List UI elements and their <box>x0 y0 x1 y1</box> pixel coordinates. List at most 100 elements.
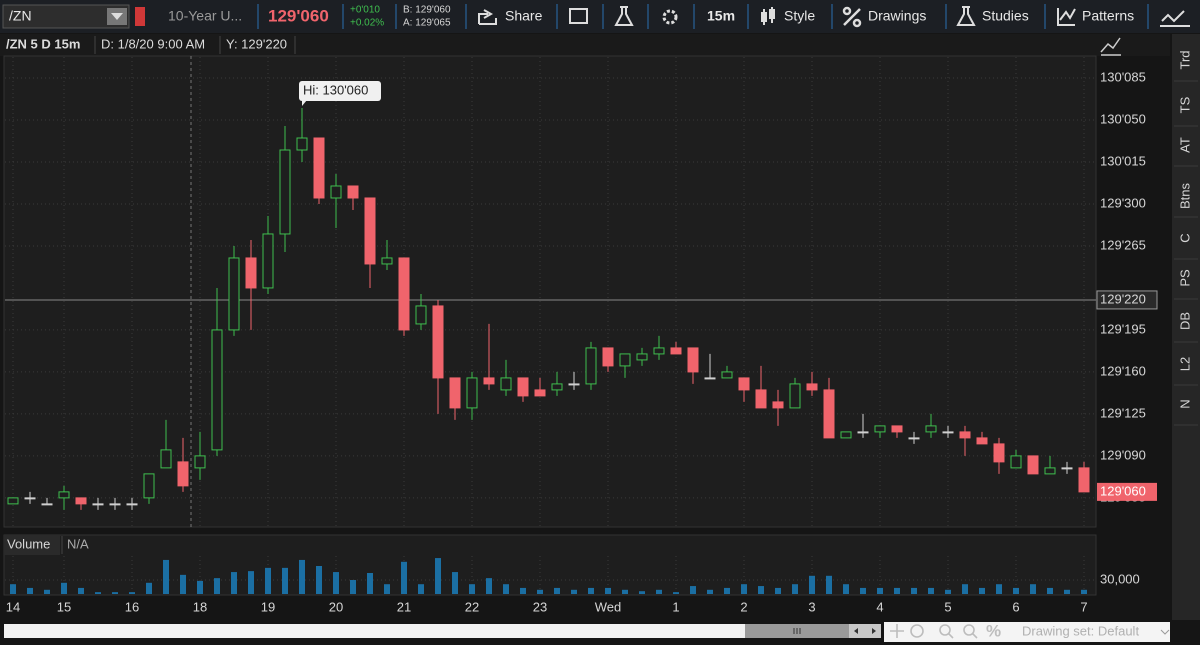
volume-bar <box>469 584 475 594</box>
candle-body <box>925 425 937 433</box>
candle-body <box>279 149 291 235</box>
candle-body <box>432 305 444 379</box>
volume-bar <box>605 587 611 594</box>
x-tick-label: 18 <box>193 599 207 614</box>
link-indicator[interactable] <box>135 7 145 26</box>
volume-bar <box>894 587 900 594</box>
sidebar-tab[interactable]: PS <box>1177 269 1192 287</box>
volume-bar <box>707 589 713 594</box>
sidebar-tab[interactable]: L2 <box>1177 357 1192 371</box>
x-tick-label: 6 <box>1012 599 1019 614</box>
candle-body <box>908 437 920 440</box>
x-tick-label: 4 <box>876 599 883 614</box>
volume-bar <box>316 566 322 594</box>
candle-body <box>942 431 954 434</box>
zoom-icons[interactable] <box>890 624 978 639</box>
button-label[interactable]: Style <box>784 8 815 24</box>
candle-body <box>568 383 580 386</box>
candle-body <box>1010 455 1022 469</box>
sidebar-tab[interactable]: DB <box>1177 312 1192 330</box>
x-tick-label: 19 <box>261 599 275 614</box>
chart-title: /ZN 5 D 15m <box>6 36 80 51</box>
volume-bar <box>299 559 305 594</box>
button-label[interactable]: 15m <box>707 8 735 24</box>
x-tick-label: 1 <box>672 599 679 614</box>
sidebar-tab[interactable]: C <box>1177 233 1192 242</box>
candle-body <box>874 425 886 433</box>
style-icon[interactable] <box>761 7 775 25</box>
candle-body <box>75 497 87 505</box>
chart-icon[interactable] <box>1160 10 1190 27</box>
x-tick-label: 2 <box>740 599 747 614</box>
sidebar-tab[interactable]: N <box>1177 399 1192 408</box>
candle-body <box>126 503 138 506</box>
volume-bar <box>61 582 67 594</box>
sidebar-tab[interactable]: Btns <box>1177 182 1192 209</box>
sidebar-tab[interactable]: AT <box>1177 137 1192 153</box>
candle-body <box>41 503 53 506</box>
button-label[interactable]: Drawings <box>868 8 926 24</box>
drawings-icon[interactable] <box>842 6 862 28</box>
volume-bar <box>1013 587 1019 594</box>
candle-body <box>92 503 104 506</box>
candle-body <box>194 455 206 469</box>
symbol-box[interactable] <box>2 4 130 29</box>
volume-bar <box>282 567 288 594</box>
candle-body <box>806 383 818 391</box>
volume-bar <box>503 584 509 594</box>
candle-body <box>24 497 36 500</box>
candle-body <box>177 461 189 487</box>
cursor-date: D: 1/8/20 9:00 AM <box>101 36 205 51</box>
volume-bar <box>197 580 203 594</box>
volume-bar <box>520 587 526 594</box>
sidebar-tab[interactable]: Trd <box>1177 50 1192 69</box>
drawing-set[interactable]: Drawing set: Default <box>1022 623 1139 638</box>
volume-bar <box>537 589 543 594</box>
settings-icon[interactable] <box>662 9 678 25</box>
candle-body <box>1027 455 1039 475</box>
candle-body <box>415 305 427 325</box>
volume-bar <box>350 580 356 594</box>
button-label[interactable]: Patterns <box>1082 8 1134 24</box>
share-icon[interactable] <box>478 9 497 25</box>
candle-body <box>857 431 869 434</box>
button-label[interactable]: Studies <box>982 8 1029 24</box>
snapshot-icon[interactable] <box>569 8 588 24</box>
y-tick-label: 129'300 <box>1100 195 1146 210</box>
flask-icon[interactable] <box>614 6 634 26</box>
hi-annotation-box <box>299 81 381 102</box>
candle-body <box>772 401 784 409</box>
sidebar <box>1172 34 1200 620</box>
scroll-buttons[interactable] <box>849 624 881 638</box>
chart-header <box>0 34 1170 56</box>
volume-bar <box>27 587 33 594</box>
candle-body <box>449 377 461 409</box>
volume-bar <box>639 591 645 594</box>
volume-bar <box>809 575 815 594</box>
candle-body <box>296 137 308 151</box>
scroll-track[interactable] <box>4 624 745 638</box>
percent-icon[interactable]: % <box>986 621 1001 640</box>
net-change: +0'010 <box>350 5 380 16</box>
volume-bar <box>163 559 169 594</box>
candle-body <box>585 347 597 385</box>
patterns-icon[interactable] <box>1057 8 1076 26</box>
candle-body <box>347 185 359 199</box>
crosshair-label: 129'220 <box>1100 291 1146 306</box>
candle-body <box>1061 467 1073 470</box>
volume-bar <box>180 574 186 594</box>
sidebar-tab[interactable]: TS <box>1177 96 1192 113</box>
button-label[interactable]: Share <box>505 8 543 24</box>
candle-body <box>381 257 393 265</box>
last-price: 129'060 <box>268 6 329 25</box>
price-axis-icon[interactable] <box>1100 37 1121 56</box>
candle-body <box>976 437 988 445</box>
volume-bar <box>554 587 560 594</box>
volume-bar <box>775 587 781 594</box>
candle-body <box>670 347 682 355</box>
volume-bar <box>95 592 101 594</box>
cursor-value: Y: 129'220 <box>226 36 287 51</box>
candle-body <box>109 503 121 506</box>
volume-tick-label: 30,000 <box>1100 571 1140 586</box>
studies-icon[interactable] <box>956 6 976 26</box>
